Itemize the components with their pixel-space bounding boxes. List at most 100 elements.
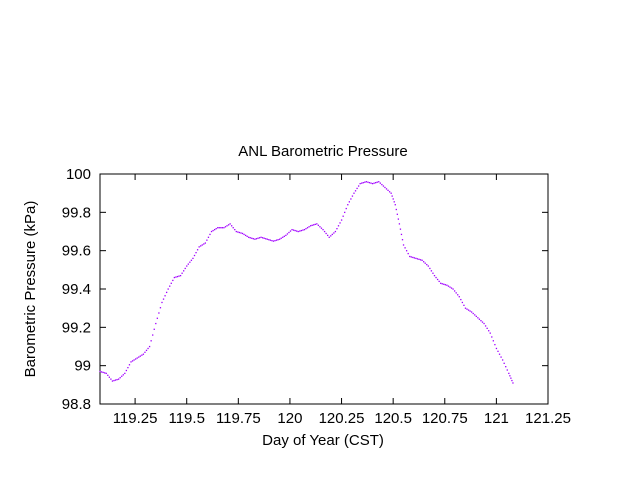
data-point [501,359,504,361]
data-point [294,229,296,232]
data-point [336,228,338,230]
data-point [331,233,333,236]
data-point [161,301,163,304]
data-point [330,235,332,237]
data-point [308,226,310,228]
data-point [102,371,104,374]
data-point [495,347,498,350]
data-point [401,239,404,241]
data-point [268,239,270,241]
data-point [261,237,264,239]
data-point [314,223,316,226]
data-point [472,312,474,315]
data-point [145,349,148,352]
data-point [399,228,402,230]
data-point [475,315,477,318]
data-point [209,233,211,236]
data-point [402,244,405,246]
data-point [263,237,265,239]
data-point [198,246,200,248]
data-point [305,228,307,230]
data-point [319,226,321,228]
data-point [452,288,454,290]
data-point [164,295,166,297]
data-point [392,198,394,200]
data-point [299,230,301,232]
data-point [124,372,126,375]
data-point [257,237,259,239]
data-point [119,377,121,379]
data-point [378,181,380,183]
data-point [162,298,165,300]
data-point [279,238,281,240]
data-point [478,318,481,320]
data-point [190,259,193,261]
data-point [317,224,320,226]
data-point [111,380,114,382]
data-point [512,382,514,384]
data-point [116,378,118,381]
data-point [400,233,403,236]
data-point [356,187,358,190]
data-point [376,181,378,183]
y-axis: 98.8 99 99.2 99.4 99.6 99.8 100 [62,166,548,413]
data-point [429,267,431,270]
data-point [491,336,493,338]
data-point [441,283,443,285]
data-point [220,227,222,229]
data-point [108,376,110,378]
data-point [379,182,381,184]
data-point [192,257,194,260]
data-point [147,347,149,350]
data-point [342,215,344,217]
data-point [210,230,213,233]
chart-title: ANL Barometric Pressure [238,143,408,160]
data-point [483,322,485,325]
y-tick-label: 99.6 [62,243,91,260]
data-point [359,182,361,185]
x-tick-label: 121.25 [525,410,571,427]
data-point [316,223,318,225]
data-point [244,234,247,237]
data-point [297,230,299,233]
data-point [156,317,158,319]
y-tick-label: 99.2 [62,319,91,336]
data-point [246,235,248,237]
data-point [382,185,385,187]
data-point [426,263,428,266]
data-point [395,208,397,211]
data-point [404,247,406,249]
data-point [492,340,494,342]
data-point [178,275,180,277]
x-axis-title: Day of Year (CST) [262,432,384,449]
data-point [203,243,205,245]
data-point [430,270,433,272]
data-point [193,254,196,257]
data-point [320,227,323,229]
data-point [249,237,251,239]
data-point [155,322,157,325]
data-point [415,257,417,260]
data-point [226,225,228,227]
data-point [136,357,138,359]
data-point [427,265,429,267]
data-point [100,371,103,373]
data-point [114,379,117,381]
data-point [144,351,146,353]
data-point [184,267,186,270]
data-point [254,238,256,240]
data-point [272,240,275,242]
data-point [200,245,202,247]
data-point [481,321,484,323]
data-point [436,278,439,281]
y-tick-label: 100 [66,166,91,183]
data-point [221,227,224,229]
data-point [484,325,487,327]
data-point [266,238,268,240]
data-point [350,198,352,200]
data-point [138,356,140,358]
data-point [153,328,155,330]
data-point [410,256,412,258]
data-point [364,181,366,183]
data-point [447,285,450,287]
